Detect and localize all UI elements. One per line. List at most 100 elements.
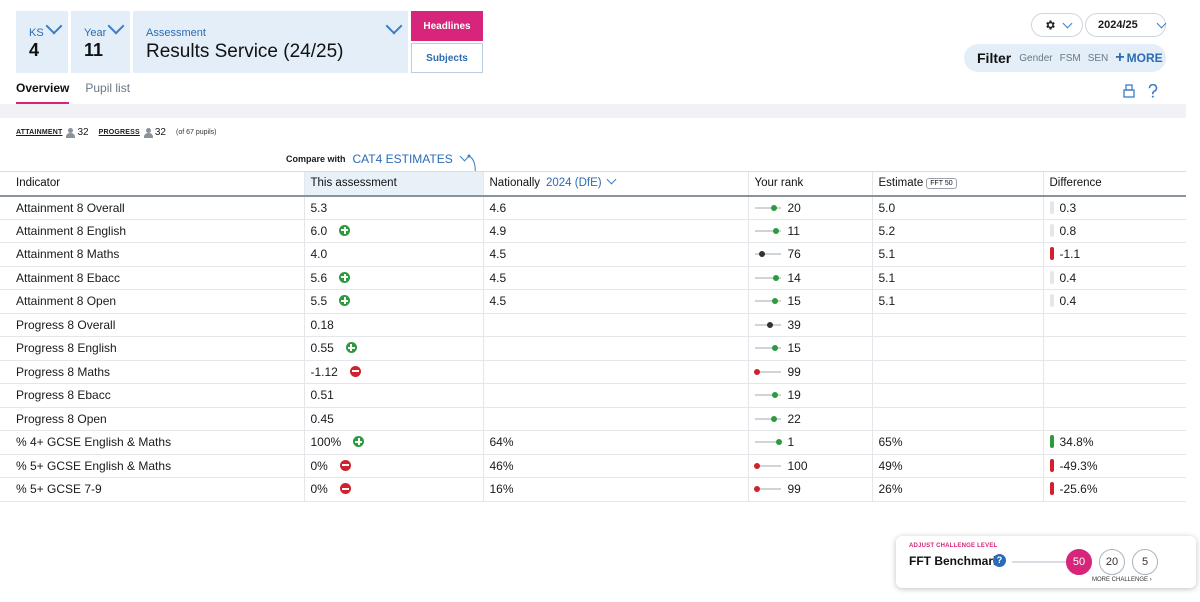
more-label: MORE [1126, 51, 1163, 65]
cell-indicator: Attainment 8 English [0, 219, 304, 243]
rank-value: 76 [787, 247, 801, 262]
table-row[interactable]: Attainment 8 Overall 5.3 4.6 20 5.0 0.3 [0, 195, 1186, 220]
cell-nationally [482, 407, 748, 431]
indicator-name: Attainment 8 Ebacc [16, 270, 121, 285]
assessment-value: Results Service (24/25) [146, 41, 344, 62]
col-your-rank[interactable]: Your rank [747, 171, 872, 197]
cell-this-assessment: -1.12 [303, 360, 483, 384]
cell-nationally: 4.5 [482, 242, 748, 267]
national-value: 4.5 [489, 294, 507, 309]
rank-indicator-icon [754, 251, 781, 258]
cell-indicator: % 5+ GCSE 7-9 [0, 477, 304, 502]
rank-track [754, 276, 781, 279]
rank-value: 15 [787, 341, 801, 356]
table-row[interactable]: Progress 8 English 0.55 15 [0, 336, 1186, 361]
difference-bar [1049, 458, 1054, 472]
difference-value: 34.8% [1059, 435, 1094, 450]
col-estimate[interactable]: Estimate FFT 50 [871, 171, 1043, 197]
rank-indicator-icon [754, 227, 781, 234]
table-row[interactable]: % 4+ GCSE English & Maths 100% 64% 1 65% 34.8… [0, 430, 1186, 455]
cell-indicator: Attainment 8 Overall [0, 195, 304, 220]
table-row[interactable]: Progress 8 Maths -1.12 99 [0, 360, 1186, 384]
table-row[interactable]: Attainment 8 Maths 4.0 4.5 76 5.1 -1.1 [0, 242, 1186, 267]
tab-overview[interactable]: Overview [16, 81, 70, 104]
cell-rank: 99 [747, 477, 872, 502]
compare-selector[interactable]: Compare with CAT4 ESTIMATES [286, 151, 470, 166]
national-value: 16% [489, 482, 514, 497]
cell-this-assessment: 100% [303, 430, 483, 455]
challenge-level-50[interactable]: 50 [1066, 549, 1092, 575]
more-filters-button[interactable]: + MORE [1115, 49, 1162, 67]
settings-dropdown[interactable] [1031, 13, 1083, 37]
col-nationally[interactable]: Nationally 2024 (DfE) [482, 171, 748, 197]
estimate-value: 5.1 [878, 247, 896, 262]
table-row[interactable]: Progress 8 Open 0.45 22 [0, 407, 1186, 431]
table-row[interactable]: Progress 8 Overall 0.18 39 [0, 313, 1186, 337]
cell-estimate [871, 313, 1043, 337]
year-selector[interactable]: Year 11 [71, 11, 130, 73]
indicator-name: Attainment 8 Maths [16, 247, 120, 262]
table-row[interactable]: Attainment 8 Ebacc 5.6 4.5 14 5.1 0.4 [0, 266, 1186, 290]
difference-bar [1049, 200, 1054, 214]
cell-indicator: Attainment 8 Maths [0, 242, 304, 267]
col-indicator[interactable]: Indicator [0, 171, 304, 197]
indicator-name: Attainment 8 Open [16, 294, 117, 309]
subjects-button[interactable]: Subjects [411, 43, 483, 73]
cell-nationally: 4.6 [482, 195, 748, 220]
rank-value: 22 [787, 411, 801, 426]
challenge-level-20[interactable]: 20 [1099, 549, 1125, 575]
filter-sen[interactable]: SEN [1087, 52, 1109, 64]
print-icon[interactable] [1122, 84, 1136, 98]
more-challenge-link[interactable]: MORE CHALLENGE › [1092, 577, 1152, 583]
table-row[interactable]: Progress 8 Ebacc 0.51 19 [0, 383, 1186, 408]
cell-indicator: Progress 8 Maths [0, 360, 304, 384]
help-icon[interactable]: ? [993, 554, 1006, 567]
assessment-value: 0.51 [310, 388, 334, 403]
minus-circle-icon [339, 483, 351, 495]
table-row[interactable]: Attainment 8 English 6.0 4.9 11 5.2 0.8 [0, 219, 1186, 243]
rank-track [754, 347, 781, 350]
attainment-count: 32 [77, 127, 89, 138]
col-this-assessment[interactable]: This assessment [303, 171, 483, 197]
nationally-label: Nationally [489, 177, 541, 190]
filter-gender[interactable]: Gender [1019, 52, 1053, 64]
table-row[interactable]: Attainment 8 Open 5.5 4.5 15 5.1 0.4 [0, 289, 1186, 314]
cell-rank: 15 [747, 289, 872, 314]
cell-nationally [482, 336, 748, 361]
plus-circle-icon [339, 295, 351, 307]
chevron-down-icon [1062, 18, 1073, 29]
ks-selector[interactable]: KS 4 [16, 11, 68, 73]
col-difference[interactable]: Difference [1042, 171, 1186, 197]
table-row[interactable]: % 5+ GCSE English & Maths 0% 46% 100 49% -49.… [0, 454, 1186, 478]
cell-difference: 0.8 [1042, 219, 1186, 243]
rank-indicator-icon [754, 345, 781, 352]
rank-indicator-icon [754, 415, 781, 422]
cell-difference: -49.3% [1042, 454, 1186, 478]
difference-value: -1.1 [1059, 247, 1081, 262]
table-row[interactable]: % 5+ GCSE 7-9 0% 16% 99 26% -25.6% [0, 477, 1186, 502]
difference-value: 0.4 [1059, 270, 1077, 285]
cell-estimate: 5.1 [871, 242, 1043, 267]
rank-dot [753, 462, 760, 469]
academic-year-value: 2024/25 [1098, 19, 1138, 31]
assessment-selector[interactable]: Assessment Results Service (24/25) [133, 11, 408, 73]
nationally-year-dropdown[interactable]: 2024 (DfE) [546, 177, 602, 190]
cell-rank: 11 [747, 219, 872, 243]
plus-circle-icon [339, 271, 351, 283]
cell-nationally: 64% [482, 430, 748, 455]
cell-indicator: Attainment 8 Ebacc [0, 266, 304, 290]
tab-pupil-list[interactable]: Pupil list [85, 81, 131, 95]
help-icon[interactable] [1147, 84, 1159, 98]
academic-year-dropdown[interactable]: 2024/25 [1085, 13, 1167, 37]
rank-track [754, 394, 781, 397]
cell-estimate: 5.0 [871, 195, 1043, 220]
estimate-value: 49% [878, 458, 903, 473]
challenge-level-5[interactable]: 5 [1132, 549, 1158, 575]
assessment-label: Assessment [146, 27, 206, 39]
pupil-counts: ATTAINMENT 32 PROGRESS 32 (of 67 pupils) [16, 127, 216, 138]
cell-this-assessment: 0.51 [303, 383, 483, 408]
headlines-button[interactable]: Headlines [411, 11, 483, 41]
filter-fsm[interactable]: FSM [1059, 52, 1081, 64]
rank-value: 100 [787, 458, 808, 473]
difference-bar [1049, 247, 1054, 261]
